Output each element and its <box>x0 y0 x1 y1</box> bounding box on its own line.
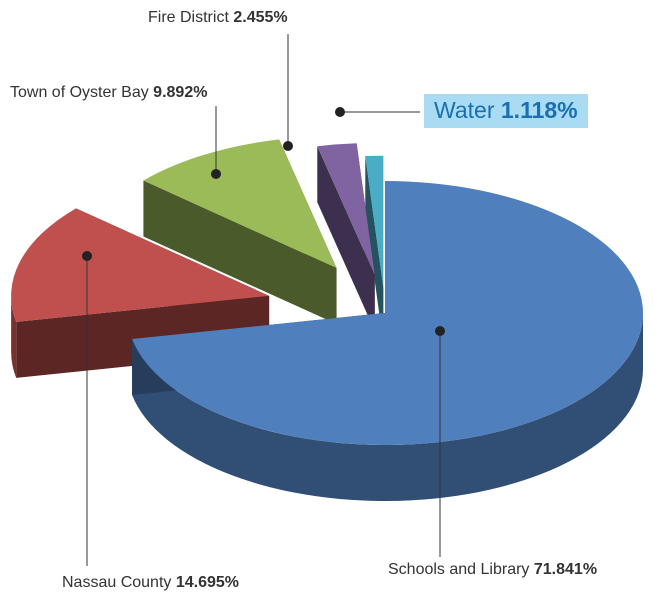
slice-fire-district <box>317 143 375 331</box>
label-value: 71.841% <box>533 561 598 578</box>
label-name: Town of Oyster Bay <box>10 84 149 101</box>
leader-dot-schools-and-library <box>435 326 445 336</box>
label-value: 14.695% <box>175 574 240 591</box>
slice-side <box>143 180 337 325</box>
slice-schools-and-library <box>132 181 643 502</box>
label-name: Water <box>434 97 495 123</box>
slice-side <box>365 156 384 344</box>
label-value: 2.455% <box>233 9 288 26</box>
slice-top <box>11 208 270 322</box>
leader-dot-water <box>335 107 345 117</box>
leader-dot-fire-district <box>283 141 293 151</box>
label-schools-and-library: Schools and Library 71.841% <box>388 561 597 579</box>
label-name: Nassau County <box>62 574 172 591</box>
label-nassau-county: Nassau County 14.695% <box>62 574 239 592</box>
slice-water <box>365 155 384 344</box>
label-name: Fire District <box>148 9 229 26</box>
leader-dot-town-of-oyster-bay <box>211 169 221 179</box>
slice-top <box>132 181 643 446</box>
label-fire-district: Fire District 2.455% <box>148 9 288 27</box>
slice-top <box>143 139 337 269</box>
slice-side <box>317 146 375 331</box>
slice-town-of-oyster-bay <box>143 139 337 325</box>
leader-dot-nassau-county <box>82 251 92 261</box>
label-value: 1.118% <box>500 97 578 123</box>
slice-top <box>365 155 384 288</box>
label-name: Schools and Library <box>388 561 530 578</box>
label-water: Water 1.118% <box>424 94 588 128</box>
label-value: 9.892% <box>153 84 208 101</box>
label-town-of-oyster-bay: Town of Oyster Bay 9.892% <box>10 84 207 102</box>
slice-wall <box>132 313 643 502</box>
slice-wall <box>11 295 17 378</box>
slice-top <box>317 143 375 275</box>
